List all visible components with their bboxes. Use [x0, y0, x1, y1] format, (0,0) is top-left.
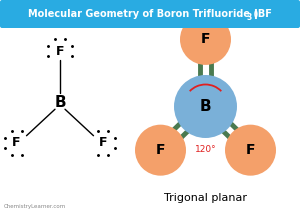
Text: B: B	[54, 95, 66, 110]
Text: F: F	[201, 32, 210, 46]
Text: F: F	[12, 136, 21, 149]
Text: F: F	[56, 45, 64, 58]
Text: 120°: 120°	[195, 144, 216, 154]
Circle shape	[180, 14, 231, 65]
FancyBboxPatch shape	[0, 0, 300, 28]
Text: B: B	[200, 99, 211, 114]
Circle shape	[135, 125, 186, 176]
Circle shape	[225, 125, 276, 176]
Text: F: F	[246, 143, 255, 157]
Text: F: F	[156, 143, 165, 157]
Circle shape	[174, 75, 237, 138]
Text: Trigonal planar: Trigonal planar	[164, 193, 247, 203]
Text: ): )	[253, 9, 257, 19]
Text: ChemistryLearner.com: ChemistryLearner.com	[4, 204, 66, 209]
Text: Molecular Geometry of Boron Trifluoride (BF: Molecular Geometry of Boron Trifluoride …	[28, 9, 272, 19]
Text: F: F	[99, 136, 108, 149]
Text: 3: 3	[247, 13, 252, 22]
